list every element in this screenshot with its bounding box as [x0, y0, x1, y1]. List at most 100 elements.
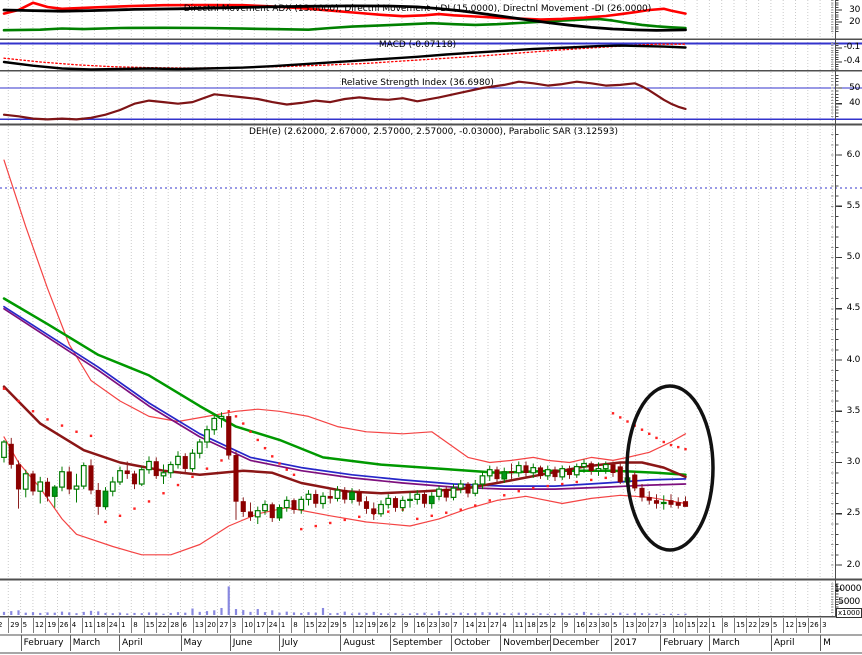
- x-axis-week-label: 9: [561, 618, 575, 633]
- x-axis-week-label: 22: [746, 618, 759, 633]
- month-tick: [20, 635, 22, 651]
- rsi-line: [2, 80, 687, 121]
- x-axis-week-label: 24: [266, 618, 280, 633]
- parabolic-sar-dot: [590, 478, 593, 482]
- volume-bar: [191, 608, 194, 615]
- month-tick: [549, 635, 551, 651]
- volume-bar: [263, 612, 267, 615]
- volume-bar: [118, 612, 122, 615]
- plus-di-line: [2, 17, 687, 32]
- volume-bar: [437, 611, 441, 615]
- candle-up: [262, 503, 268, 512]
- x-axis-week-label: 1: [119, 618, 132, 633]
- parabolic-sar-dot: [242, 422, 245, 425]
- x-axis-week-label: 29: [758, 618, 772, 633]
- x-axis-week-label: 17: [254, 618, 267, 633]
- volume-bar: [314, 612, 317, 615]
- x-axis-week-label: 12: [352, 618, 366, 633]
- volume-bar: [372, 611, 375, 615]
- y-axis-label: 30: [849, 4, 860, 15]
- x-axis-week-label: 14: [463, 618, 476, 633]
- month-tick: [820, 635, 822, 651]
- volume-bar: [213, 610, 216, 615]
- parabolic-sar-dot: [445, 511, 448, 514]
- x-axis-week-label: 23: [586, 618, 599, 633]
- volume-bar: [292, 612, 296, 615]
- x-axis-week-label: 16: [574, 618, 587, 633]
- month-tick: [451, 635, 453, 651]
- x-axis-week-label: 23: [426, 618, 440, 633]
- candle-up: [544, 469, 551, 477]
- candle-down: [342, 489, 348, 500]
- y-axis-label: 3.0: [846, 457, 861, 467]
- x-axis-month-label: September: [392, 638, 443, 648]
- parabolic-sar-dot: [220, 459, 223, 462]
- y-axis-label: -0.1: [843, 42, 861, 53]
- candle-up: [385, 497, 392, 506]
- candle-up: [414, 493, 421, 500]
- candle-up: [573, 466, 580, 476]
- parabolic-sar-dot: [31, 410, 35, 413]
- parabolic-sar-dot: [89, 434, 93, 438]
- month-tick: [340, 635, 342, 651]
- volume-bar: [611, 613, 615, 615]
- x-axis-week-label: 15: [143, 618, 157, 633]
- volume-bar: [176, 612, 180, 615]
- volume-bar: [662, 613, 665, 615]
- candle-down: [682, 501, 689, 507]
- candle-up: [37, 481, 44, 492]
- x-axis-month-label: November: [503, 638, 551, 648]
- volume-bar: [343, 611, 346, 615]
- parabolic-sar-dot: [147, 500, 151, 503]
- month-tick: [709, 635, 711, 651]
- x-axis-week-label: 19: [365, 618, 378, 633]
- month-tick: [660, 635, 662, 651]
- candle-down: [523, 465, 529, 474]
- parabolic-sar-dot: [459, 508, 462, 511]
- volume-bar: [387, 613, 390, 615]
- candle-down: [392, 498, 399, 508]
- candle-up: [102, 490, 109, 508]
- candle-up: [138, 469, 145, 485]
- x-axis-week-label: 24: [106, 618, 120, 633]
- candle-down: [588, 463, 594, 471]
- x-axis-week-label: 29: [8, 618, 21, 633]
- x-axis-week-label: 18: [94, 618, 107, 633]
- x-axis-week-label: 13: [192, 618, 206, 633]
- x-axis-week-label: 11: [512, 618, 526, 633]
- volume-bar: [256, 609, 259, 615]
- parabolic-sar-dot: [176, 483, 180, 487]
- parabolic-sar-dot: [314, 524, 317, 528]
- candle-up: [117, 470, 123, 483]
- y-axis-label: 10000: [834, 583, 862, 594]
- parabolic-sar-dot: [249, 430, 252, 433]
- x-axis-week-label: 1: [709, 618, 722, 633]
- candle-up: [602, 463, 609, 470]
- parabolic-sar-dot: [191, 475, 194, 479]
- volume-bar: [10, 611, 13, 615]
- y-axis-label: 5000: [838, 596, 860, 607]
- candle-up: [160, 472, 167, 477]
- candle-down: [240, 501, 246, 512]
- x-axis-week-label: 2: [549, 618, 563, 633]
- candle-up: [109, 481, 116, 492]
- volume-bar: [147, 612, 151, 615]
- candle-up: [254, 510, 261, 518]
- candle-up: [283, 499, 290, 509]
- parabolic-sar-dot: [118, 514, 122, 517]
- x-axis-month-label: August: [343, 638, 375, 648]
- candle-up: [80, 464, 87, 487]
- candle-down: [15, 464, 22, 490]
- month-tick: [389, 635, 391, 651]
- parabolic-sar-dot: [162, 492, 165, 495]
- volume-bar: [604, 613, 607, 615]
- x-axis-month-label: February: [23, 638, 64, 648]
- candle-down: [646, 497, 652, 501]
- x-axis-month-label: 2017: [614, 638, 637, 648]
- x-axis-week-label: 27: [488, 618, 501, 633]
- volume-bar: [394, 612, 397, 615]
- parabolic-sar-dot: [517, 490, 520, 493]
- candle-up: [595, 468, 602, 472]
- trend-ellipse-annotation[interactable]: [625, 384, 715, 552]
